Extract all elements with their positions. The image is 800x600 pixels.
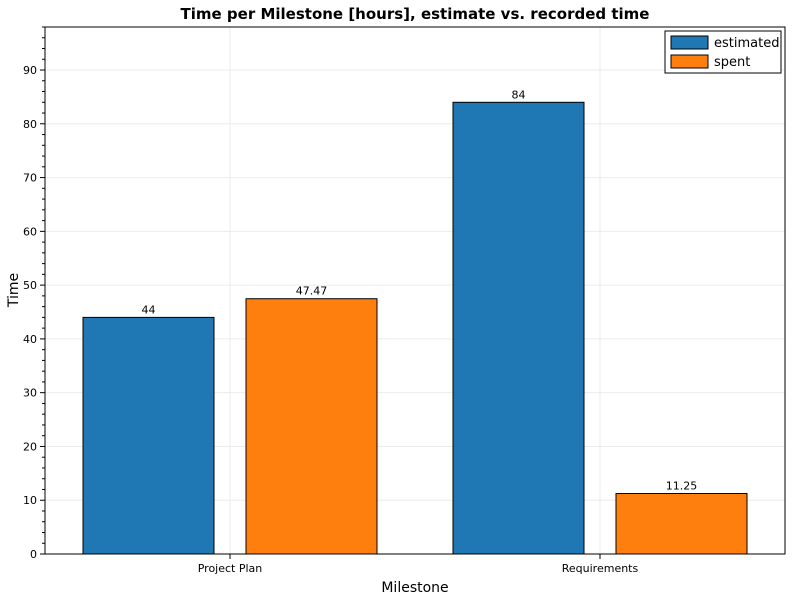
- legend: estimated spent: [664, 30, 782, 74]
- x-tick-label: Project Plan: [198, 562, 263, 575]
- x-axis-label: Milestone: [381, 580, 448, 596]
- data-label: 11.25: [666, 480, 698, 493]
- data-label: 84: [512, 88, 526, 101]
- legend-swatch-estimated: [670, 35, 709, 50]
- y-tick-label: 80: [23, 118, 37, 131]
- bar-estimated-0: [82, 316, 215, 555]
- data-labels: 44 47.47 84 11.25: [142, 88, 698, 492]
- y-tick-label: 20: [23, 440, 37, 453]
- y-axis-label: Time: [6, 273, 22, 308]
- plot-frame: [44, 26, 786, 555]
- bars: [82, 101, 748, 555]
- bar-spent-0: [245, 298, 378, 555]
- y-tick-label: 90: [23, 64, 37, 77]
- data-label: 44: [142, 303, 156, 316]
- y-tick-label: 60: [23, 225, 37, 238]
- y-tick-label: 70: [23, 172, 37, 185]
- legend-swatch-spent: [670, 54, 709, 69]
- data-label: 47.47: [296, 285, 328, 298]
- y-tick-label: 50: [23, 279, 37, 292]
- y-tick-label: 30: [23, 387, 37, 400]
- bar-spent-1: [615, 493, 748, 555]
- bar-estimated-1: [452, 101, 585, 555]
- y-tick-label: 10: [23, 494, 37, 507]
- axes: 0 10 20 30 40 50 60 70 80 90 Project Plan Requireme…: [23, 26, 639, 575]
- x-tick-label: Requirements: [562, 562, 639, 575]
- legend-label: spent: [714, 55, 750, 70]
- y-tick-label: 40: [23, 333, 37, 346]
- legend-label: estimated: [714, 36, 779, 51]
- chart-title: Time per Milestone [hours], estimate vs.…: [181, 5, 650, 23]
- y-tick-label: 0: [30, 548, 37, 561]
